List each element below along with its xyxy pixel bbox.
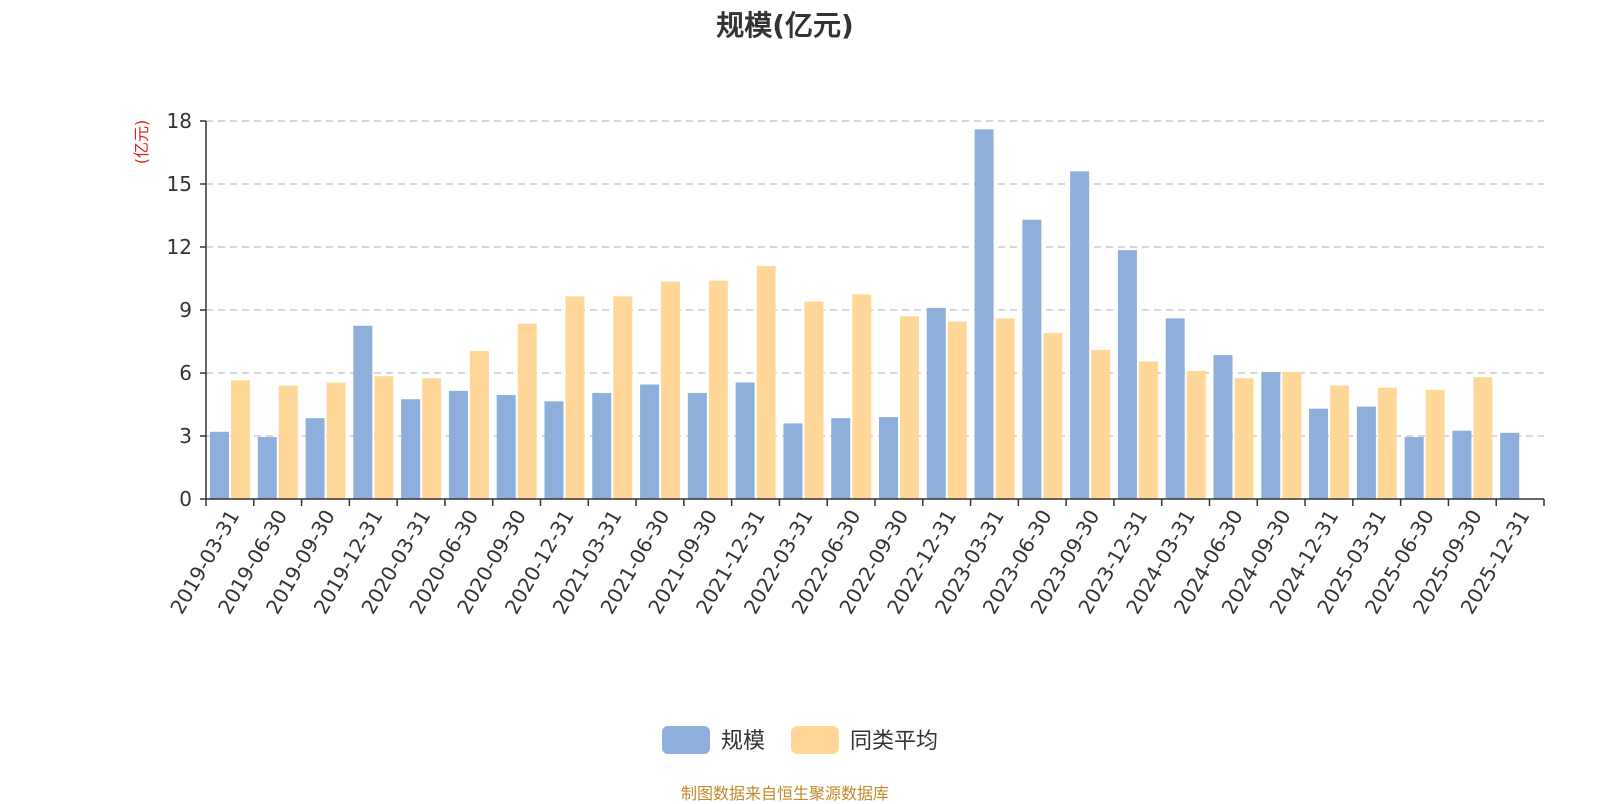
y-tick-label: 9 [179,298,192,322]
bar-peer-average [1043,333,1063,499]
bar-scale [926,307,946,499]
bar-scale [496,395,516,499]
bar-scale [401,399,421,499]
bar-scale [448,390,468,499]
bar-peer-average [517,323,537,499]
axes [205,121,1545,506]
bar-peer-average [756,265,776,499]
bar-scale [1117,250,1137,499]
bar-peer-average [1138,361,1158,499]
y-axis-unit-label: (亿元) [132,120,151,165]
bar-peer-average [661,281,681,499]
bar-peer-average [1282,371,1302,499]
bar-scale [1261,371,1281,499]
legend: 规模 同类平均 [662,726,938,754]
bar-scale [353,325,373,499]
bar-peer-average [1425,389,1445,499]
bar-scale [1452,430,1472,499]
x-tick-labels: 2019-03-312019-06-302019-09-302019-12-31… [165,506,1534,619]
y-tick-label: 12 [167,235,192,259]
y-tick-label: 0 [179,487,192,511]
bar-peer-average [708,280,728,499]
chart-title: 规模(亿元) [716,9,854,42]
bar-scale [210,431,229,499]
bar-peer-average [1186,370,1206,499]
bar-peer-average [278,385,298,499]
bar-peer-average [1473,377,1493,499]
bars [210,129,1520,499]
bar-peer-average [900,316,919,499]
bar-scale [1404,437,1424,499]
bar-scale [735,382,755,499]
y-tick-label: 6 [179,361,192,385]
bar-peer-average [995,318,1015,499]
bar-scale [1022,219,1042,499]
bar-peer-average [1330,385,1350,499]
bar-scale [257,437,277,499]
bar-scale [1213,355,1233,499]
bar-scale [1070,171,1090,499]
source-footnote: 制图数据来自恒生聚源数据库 [680,784,889,803]
bar-scale [974,129,994,499]
legend-swatch-scale [662,726,710,754]
bar-peer-average [231,380,250,499]
bar-scale [687,392,707,499]
bar-peer-average [565,296,585,499]
bar-peer-average [326,382,346,499]
bar-scale [783,423,803,499]
bar-scale [879,417,898,499]
bar-scale [1356,406,1376,499]
bar-peer-average [1091,349,1111,499]
y-tick-label: 18 [167,109,192,133]
bar-peer-average [1377,387,1397,499]
bar-peer-average [852,294,872,499]
bar-scale [1500,432,1520,499]
legend-label-peer-average: 同类平均 [850,729,938,754]
bar-peer-average [804,301,824,499]
y-tick-label: 3 [179,424,192,448]
legend-swatch-peer-average [791,726,839,754]
bar-peer-average [1234,378,1254,499]
bar-scale [592,392,612,499]
y-tick-label: 15 [167,172,192,196]
bar-scale [1309,408,1329,499]
y-tick-labels: 0 3 6 9 12 15 18 [167,109,192,511]
bar-peer-average [374,376,394,499]
bar-scale [831,418,851,499]
bar-scale [1165,318,1185,499]
legend-label-scale: 规模 [721,729,765,754]
bar-scale [640,384,660,499]
bar-scale [544,401,564,499]
bar-peer-average [422,378,442,499]
bar-peer-average [947,321,967,499]
bar-scale [305,418,325,499]
bar-peer-average [469,350,489,499]
bar-peer-average [613,296,633,499]
